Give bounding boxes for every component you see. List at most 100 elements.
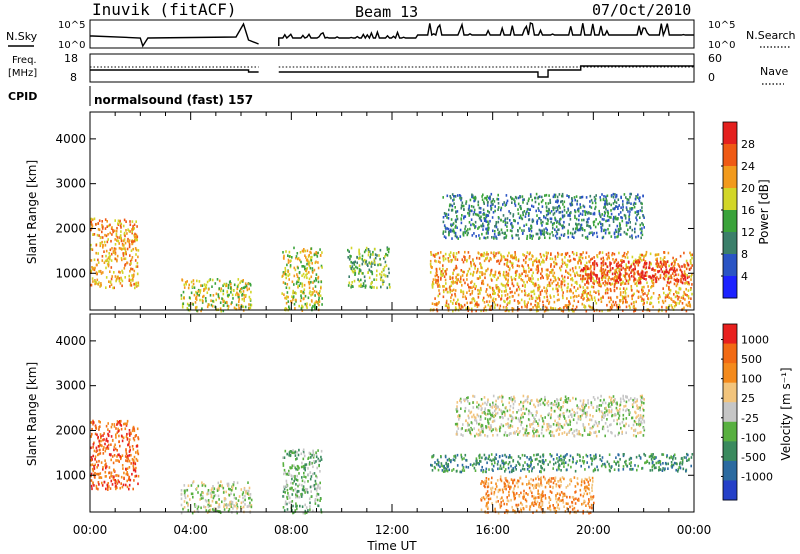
power-echo-cell bbox=[496, 260, 498, 263]
power-echo-cell bbox=[514, 202, 516, 205]
power-echo-cell bbox=[687, 295, 690, 298]
power-echo-cell bbox=[442, 220, 445, 224]
power-echo-cell bbox=[241, 294, 243, 297]
power-echo-cell bbox=[561, 260, 564, 264]
power-echo-cell bbox=[652, 278, 655, 282]
power-echo-cell bbox=[506, 297, 508, 301]
velocity-echo-cell bbox=[289, 487, 292, 490]
power-echo-cell bbox=[548, 274, 550, 277]
power-echo-cell bbox=[641, 206, 643, 209]
velocity-echo-cell bbox=[511, 468, 513, 472]
velocity-echo-cell bbox=[512, 467, 514, 470]
power-echo-cell bbox=[478, 211, 481, 214]
power-echo-cell bbox=[434, 278, 437, 282]
power-echo-cell bbox=[497, 286, 500, 290]
velocity-echo-cell bbox=[285, 482, 288, 486]
power-echo-cell bbox=[673, 300, 675, 303]
power-echo-cell bbox=[490, 304, 493, 308]
power-echo-cell bbox=[552, 208, 555, 211]
velocity-echo-cell bbox=[480, 469, 482, 472]
power-echo-cell bbox=[523, 224, 525, 228]
power-echo-cell bbox=[109, 254, 111, 258]
power-echo-cell bbox=[526, 274, 529, 277]
velocity-echo-cell bbox=[298, 483, 301, 486]
power-echo-cell bbox=[590, 294, 593, 298]
power-echo-cell bbox=[289, 264, 292, 267]
power-echo-cell bbox=[466, 291, 468, 294]
power-echo-cell bbox=[609, 296, 612, 300]
power-echo-cell bbox=[370, 270, 372, 273]
power-echo-cell bbox=[120, 226, 122, 229]
velocity-echo-cell bbox=[524, 454, 526, 457]
power-echo-cell bbox=[642, 309, 644, 312]
power-echo-cell bbox=[631, 268, 633, 272]
power-echo-cell bbox=[552, 307, 554, 310]
power-echo-cell bbox=[568, 255, 571, 258]
power-echo-cell bbox=[227, 305, 230, 308]
power-echo-cell bbox=[553, 275, 556, 279]
power-echo-cell bbox=[584, 291, 586, 295]
power-echo-cell bbox=[609, 268, 612, 272]
power-colorbar-title: Power [dB] bbox=[757, 179, 771, 244]
power-echo-cell bbox=[560, 217, 562, 221]
power-echo-cell bbox=[470, 205, 473, 208]
velocity-echo-cell bbox=[680, 457, 683, 460]
power-echo-cell bbox=[380, 275, 383, 279]
power-echo-cell bbox=[688, 296, 690, 300]
velocity-echo-cell bbox=[295, 458, 297, 461]
power-echo-cell bbox=[116, 239, 118, 242]
power-echo-cell bbox=[560, 253, 563, 257]
power-echo-cell bbox=[125, 252, 127, 256]
power-echo-cell bbox=[181, 305, 184, 309]
power-echo-cell bbox=[550, 271, 552, 274]
power-echo-cell bbox=[483, 236, 485, 240]
velocity-echo-cell bbox=[228, 508, 231, 511]
power-echo-cell bbox=[683, 251, 685, 255]
power-echo-cell bbox=[590, 285, 593, 289]
power-echo-cell bbox=[538, 287, 540, 291]
power-echo-cell bbox=[454, 292, 456, 296]
power-echo-cell bbox=[648, 261, 651, 264]
power-echo-cell bbox=[647, 297, 650, 301]
power-echo-cell bbox=[110, 277, 113, 281]
power-echo-cell bbox=[622, 208, 624, 212]
power-echo-cell bbox=[455, 220, 457, 224]
power-echo-cell bbox=[318, 303, 320, 307]
velocity-echo-cell bbox=[105, 475, 107, 478]
power-echo-cell bbox=[572, 295, 575, 299]
velocity-echo-cell bbox=[444, 455, 447, 459]
power-echo-cell bbox=[637, 270, 639, 273]
power-echo-cell bbox=[454, 234, 457, 237]
power-echo-cell bbox=[592, 262, 594, 265]
power-echo-cell bbox=[675, 284, 678, 288]
power-echo-cell bbox=[480, 263, 482, 267]
power-echo-cell bbox=[309, 290, 311, 293]
power-echo-cell bbox=[191, 285, 194, 288]
power-echo-cell bbox=[203, 294, 205, 298]
velocity-echo-cell bbox=[236, 481, 239, 485]
power-echo-cell bbox=[477, 267, 479, 271]
power-echo-cell bbox=[210, 303, 213, 307]
velocity-echo-cell bbox=[222, 486, 225, 490]
power-echo-cell bbox=[645, 274, 648, 277]
power-echo-cell bbox=[455, 301, 458, 304]
power-echo-cell bbox=[482, 228, 484, 231]
power-echo-cell bbox=[675, 258, 678, 261]
power-echo-cell bbox=[287, 274, 290, 278]
power-echo-cell bbox=[519, 226, 521, 230]
power-echo-cell bbox=[207, 288, 210, 291]
velocity-echo-cell bbox=[304, 466, 306, 470]
power-echo-cell bbox=[226, 304, 229, 308]
power-echo-cell bbox=[112, 228, 114, 232]
power-echo-cell bbox=[249, 306, 252, 309]
power-echo-cell bbox=[689, 304, 691, 307]
power-echo-cell bbox=[239, 281, 241, 285]
power-echo-cell bbox=[631, 228, 634, 232]
velocity-echo-cell bbox=[303, 471, 305, 475]
power-echo-cell bbox=[570, 278, 572, 281]
velocity-echo-cell bbox=[228, 487, 230, 491]
power-echo-cell bbox=[437, 280, 439, 284]
velocity-echo-cell bbox=[508, 454, 511, 457]
power-echo-cell bbox=[437, 251, 439, 255]
velocity-echo-cell bbox=[236, 507, 238, 510]
